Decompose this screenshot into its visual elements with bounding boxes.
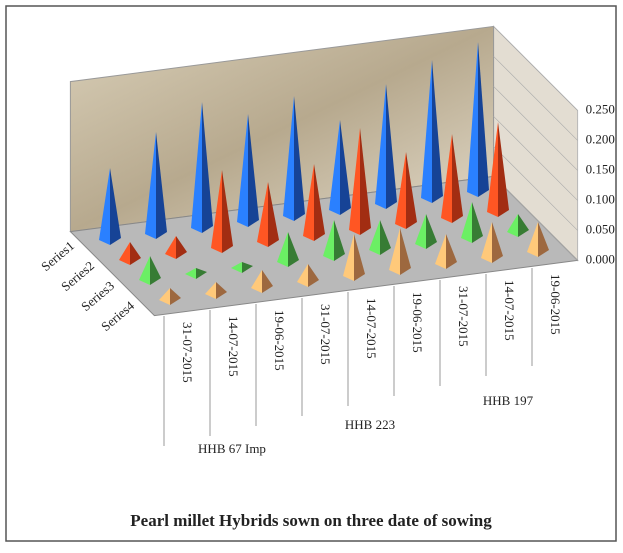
x-tick-label: 31-07-2015: [318, 304, 333, 365]
group-label: HHB 67 Imp: [198, 441, 266, 456]
group-label: HHB 197: [483, 393, 534, 408]
x-tick-label: 14-07-2015: [226, 316, 241, 377]
x-tick-label: 14-07-2015: [502, 280, 517, 341]
chart-title: Pearl millet Hybrids sown on three date …: [130, 511, 492, 530]
x-tick-label: 19-06-2015: [548, 274, 563, 335]
chart: Pearl millet Hybrids sown on three date …: [0, 0, 623, 548]
y-tick-label: 0.200: [586, 131, 615, 146]
y-tick-label: 0.250: [586, 101, 615, 116]
x-tick-label: 19-06-2015: [410, 292, 425, 353]
x-tick-label: 31-07-2015: [456, 286, 471, 347]
y-tick-label: 0.050: [586, 221, 615, 236]
group-label: HHB 223: [345, 417, 395, 432]
x-tick-label: 19-06-2015: [272, 310, 287, 371]
x-tick-label: 14-07-2015: [364, 298, 379, 359]
y-tick-label: 0.100: [586, 191, 615, 206]
x-tick-label: 31-07-2015: [180, 322, 195, 383]
y-tick-label: 0.000: [586, 251, 615, 266]
y-tick-label: 0.150: [586, 161, 615, 176]
